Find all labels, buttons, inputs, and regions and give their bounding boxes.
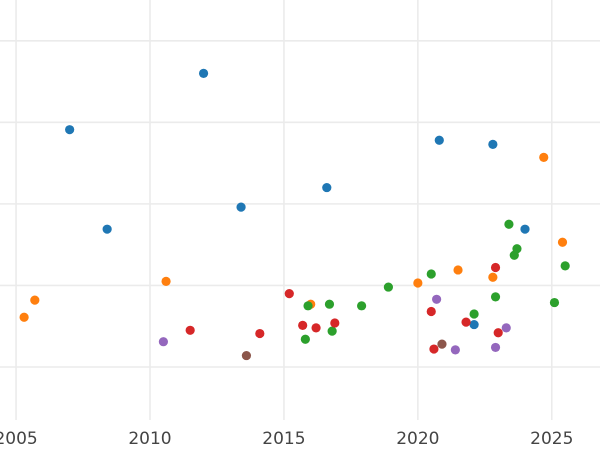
point-s2-6 xyxy=(426,269,436,279)
y-gridlines xyxy=(0,39,600,368)
point-s2-2 xyxy=(324,299,335,309)
point-s2-9 xyxy=(504,219,514,229)
point-s3-2 xyxy=(284,288,294,299)
point-s1-5 xyxy=(453,265,463,275)
point-s1-1 xyxy=(30,295,40,305)
point-s3-3 xyxy=(298,320,308,330)
point-s1-2 xyxy=(161,276,171,286)
point-s0-4 xyxy=(322,182,332,193)
x-tick-label-1: 2010 xyxy=(128,429,171,449)
point-s0-2 xyxy=(198,68,209,78)
point-s3-8 xyxy=(461,317,471,327)
point-s4-3 xyxy=(490,342,501,353)
point-s2-0 xyxy=(303,301,313,311)
x-tick-label-4: 2025 xyxy=(530,429,573,449)
point-s3-5 xyxy=(330,318,340,328)
x-gridlines xyxy=(15,0,553,420)
point-s2-8 xyxy=(490,292,501,302)
point-s0-5 xyxy=(434,135,444,145)
point-s3-1 xyxy=(255,328,265,339)
point-s1-0 xyxy=(19,312,29,322)
point-s1-6 xyxy=(488,272,498,282)
x-tick-label-2: 2015 xyxy=(262,429,305,449)
point-s0-3 xyxy=(236,202,246,212)
point-s0-7 xyxy=(488,139,498,149)
point-s4-2 xyxy=(450,345,460,355)
point-s5-0 xyxy=(241,350,252,361)
point-s2-1 xyxy=(300,334,310,344)
point-s4-0 xyxy=(158,337,168,347)
x-tick-label-0: 2005 xyxy=(0,429,38,449)
point-s2-13 xyxy=(560,261,570,271)
point-s4-4 xyxy=(501,323,511,333)
point-s5-1 xyxy=(437,339,447,349)
x-tick-labels: 2005 2010 2015 2020 2025 xyxy=(0,429,573,449)
point-s0-6 xyxy=(469,319,479,330)
point-s3-9 xyxy=(490,262,501,273)
point-s0-1 xyxy=(102,224,112,234)
point-s2-4 xyxy=(357,301,367,311)
x-tick-label-3: 2020 xyxy=(396,429,439,449)
point-s0-8 xyxy=(520,224,530,234)
point-s3-10 xyxy=(493,328,503,338)
point-s2-12 xyxy=(549,297,560,308)
point-s0-0 xyxy=(65,125,75,135)
point-s1-8 xyxy=(557,237,568,247)
point-s2-3 xyxy=(327,326,337,336)
point-s3-7 xyxy=(429,344,439,354)
data-points xyxy=(19,68,570,361)
point-s2-11 xyxy=(512,244,522,254)
point-s2-7 xyxy=(469,309,479,319)
point-s1-4 xyxy=(413,278,423,288)
point-s2-5 xyxy=(383,282,393,292)
point-s1-7 xyxy=(539,152,549,162)
point-s3-6 xyxy=(426,306,436,317)
point-s3-4 xyxy=(311,323,321,333)
point-s4-1 xyxy=(432,294,442,304)
point-s3-0 xyxy=(185,325,195,335)
